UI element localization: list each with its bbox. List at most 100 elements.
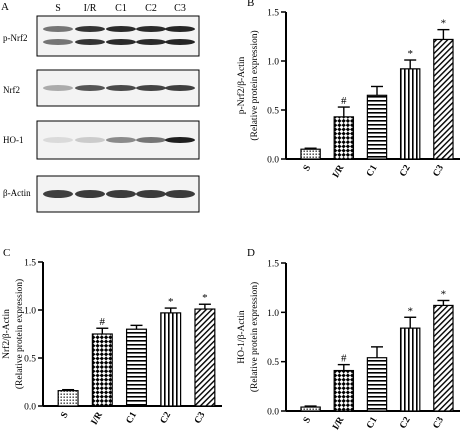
blot-band [136, 190, 166, 198]
y-tick-label: 1.0 [24, 307, 36, 317]
significance-marker: * [441, 18, 447, 30]
blot-band [136, 85, 166, 91]
bar-ir [333, 369, 355, 412]
bar-c1 [366, 94, 388, 160]
significance-marker: * [407, 48, 413, 60]
blot-panel: A S I/R C1 C2 C3 p-Nrf2 Nrf2 HO-1 β-Acti… [1, 1, 200, 213]
bar-ir [333, 116, 355, 160]
y-axis-label-sub: (Relative protein expression) [14, 279, 25, 389]
blot-band [75, 85, 105, 91]
blot-band [165, 26, 195, 32]
y-tick-label: 0.5 [267, 107, 279, 117]
significance-marker: * [202, 292, 208, 304]
y-tick-label: 0.0 [267, 156, 279, 166]
x-tick-label: I/R [331, 163, 346, 180]
bar-c3 [194, 308, 216, 407]
blot-row-label-nrf2: Nrf2 [3, 85, 20, 95]
y-tick-label: 1.5 [24, 259, 36, 269]
chart-c: C 0.0 0.5 1.0 1.5 Nrf2/β-Actin (Relative prote… [1, 247, 222, 427]
significance-marker: # [341, 95, 347, 107]
panel-label: D [247, 247, 255, 259]
bar-c3 [433, 38, 454, 160]
blot-box-0 [36, 15, 200, 57]
significance-marker: * [407, 305, 413, 317]
significance-marker: # [341, 353, 347, 365]
bar-c2 [399, 327, 421, 412]
x-tick-label: C2 [398, 415, 413, 430]
lane-label-c3: C3 [174, 3, 186, 14]
blot-band [75, 39, 105, 45]
y-tick-label: 0.5 [24, 355, 36, 365]
y-tick-label: 0.0 [24, 403, 36, 413]
y-tick-label: 1.5 [267, 9, 279, 19]
bar-s [57, 390, 79, 407]
y-tick-label: 0.5 [267, 358, 279, 368]
blot-band [136, 26, 166, 32]
x-tick-label: I/R [331, 415, 346, 432]
blot-band [106, 39, 136, 45]
blot-band [106, 85, 136, 91]
bar-c2 [399, 68, 421, 160]
y-axis-label: p-Nrf2/β-Actin [236, 56, 247, 114]
panel-label: B [247, 0, 254, 9]
blot-band [43, 85, 73, 91]
bar-s [300, 148, 321, 160]
blot-band [165, 85, 195, 91]
significance-marker: * [441, 288, 447, 300]
blot-band [165, 190, 195, 198]
lane-label-c2: C2 [145, 3, 157, 14]
significance-marker: * [168, 296, 174, 308]
x-tick-label: C2 [398, 163, 413, 178]
bar-s [300, 406, 321, 412]
blot-row-label-bactin: β-Actin [3, 188, 31, 198]
lane-label-ir: I/R [84, 3, 97, 14]
blot-band [75, 137, 105, 143]
y-axis-label-sub: (Relative protein expression) [249, 282, 260, 392]
y-tick-label: 1.0 [267, 58, 279, 68]
x-tick-label: S [302, 416, 313, 426]
blot-panel-label: A [1, 1, 9, 13]
y-tick-label: 0.0 [267, 408, 279, 418]
y-tick-label: 1.5 [267, 260, 279, 270]
blot-band [43, 190, 73, 198]
blot-row-label-ho1: HO-1 [3, 135, 24, 145]
blot-band [136, 39, 166, 45]
y-tick-label: 1.0 [267, 309, 279, 319]
panel-label: C [3, 247, 10, 259]
bar-c1 [366, 357, 388, 412]
blot-lane-labels: S I/R C1 C2 C3 [55, 3, 186, 14]
blot-band [106, 26, 136, 32]
significance-marker: # [100, 316, 106, 328]
bar-c2 [160, 312, 182, 407]
blot-band [75, 26, 105, 32]
blot-band [43, 137, 73, 143]
y-axis-label-sub: (Relative protein expression) [249, 30, 260, 140]
blot-bands [36, 15, 200, 213]
blot-band [75, 190, 105, 198]
bar-ir [91, 333, 113, 407]
lane-label-c1: C1 [115, 3, 127, 14]
blot-band [106, 190, 136, 198]
x-tick-label: C3 [432, 163, 447, 178]
x-tick-label: C1 [125, 410, 140, 425]
y-axis-label: HO-1/β-Actin [237, 310, 247, 364]
blot-band [165, 137, 195, 143]
blot-band [106, 137, 136, 143]
x-tick-label: S [59, 411, 70, 421]
blot-band [43, 26, 73, 32]
blot-band [43, 39, 73, 45]
chart-d: D 0.0 0.5 1.0 1.5 HO-1/β-Actin (Relative prote… [237, 247, 460, 432]
blot-band [136, 137, 166, 143]
x-tick-label: C2 [159, 410, 174, 425]
x-tick-label: C3 [193, 410, 208, 425]
lane-label-s: S [55, 3, 61, 14]
x-tick-label: C1 [365, 163, 380, 178]
x-tick-label: S [302, 164, 313, 174]
bar-c3 [433, 304, 454, 412]
bar-c1 [125, 328, 148, 407]
chart-b: B 0.0 0.5 1.0 1.5 p-Nrf2/β-Actin (Relative pro… [236, 0, 460, 180]
y-axis-label: Nrf2/β-Actin [1, 309, 12, 359]
x-tick-label: I/R [90, 410, 105, 427]
blot-row-label-pnrf2: p-Nrf2 [3, 33, 28, 43]
